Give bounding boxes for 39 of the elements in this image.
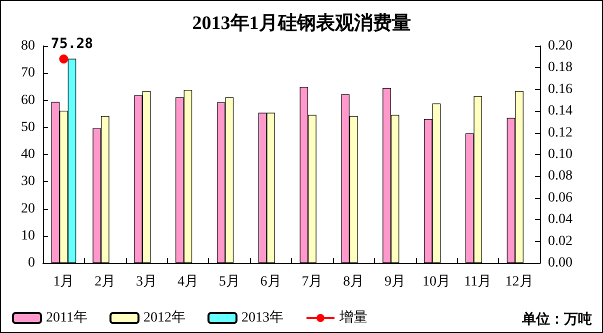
x-tick-label: 4月 [177, 274, 198, 290]
chart-title: 2013年1月硅钢表观消费量 [192, 12, 411, 34]
data-label: 75.28 [50, 36, 94, 52]
text: 单位：万吨 [521, 312, 592, 328]
y-tick-label: 10 [21, 228, 35, 244]
y2-tick-label: 0.06 [548, 190, 572, 206]
y2-tick-label: 0.20 [548, 38, 572, 54]
y2-tick-label: 0.16 [548, 82, 572, 97]
y2-tick-label: 0.04 [548, 212, 572, 228]
y-tick-label: 60 [21, 92, 35, 108]
y2-tick-label: 0.18 [548, 60, 572, 76]
y-tick-label: 40 [21, 147, 35, 162]
y-tick-label: 50 [21, 120, 35, 135]
legend-label: 增量 [338, 310, 368, 326]
x-tick-label: 10月 [422, 274, 450, 290]
y2-tick-label: 0.12 [548, 125, 572, 140]
x-tick-label: 12月 [505, 274, 534, 290]
x-tick-label: 6月 [260, 274, 282, 290]
x-tick-label: 9月 [384, 274, 406, 290]
y2-tick-label: 0.08 [548, 168, 572, 184]
legend-label: 2013年 [241, 310, 284, 326]
x-tick-label: 2月 [94, 274, 116, 290]
y-tick-label: 70 [21, 66, 35, 81]
x-tick-label: 5月 [218, 274, 240, 290]
x-tick-label: 3月 [136, 274, 158, 290]
x-tick-label: 11月 [464, 274, 492, 290]
y-tick-label: 0 [28, 256, 35, 270]
y-tick-label: 80 [21, 38, 35, 54]
legend-label: 2011年 [46, 310, 88, 326]
y-tick-label: 30 [21, 174, 35, 190]
legend-label: 2012年 [143, 310, 186, 326]
y2-tick-label: 0.10 [548, 147, 572, 162]
y-tick-label: 20 [21, 201, 35, 216]
x-tick-label: 8月 [343, 274, 364, 290]
y2-tick-label: 0.02 [548, 234, 572, 249]
y2-tick-label: 0.14 [548, 104, 572, 119]
x-tick-label: 7月 [302, 274, 323, 290]
x-tick-label: 1月 [53, 274, 74, 290]
y2-tick-label: 0.00 [548, 256, 572, 270]
